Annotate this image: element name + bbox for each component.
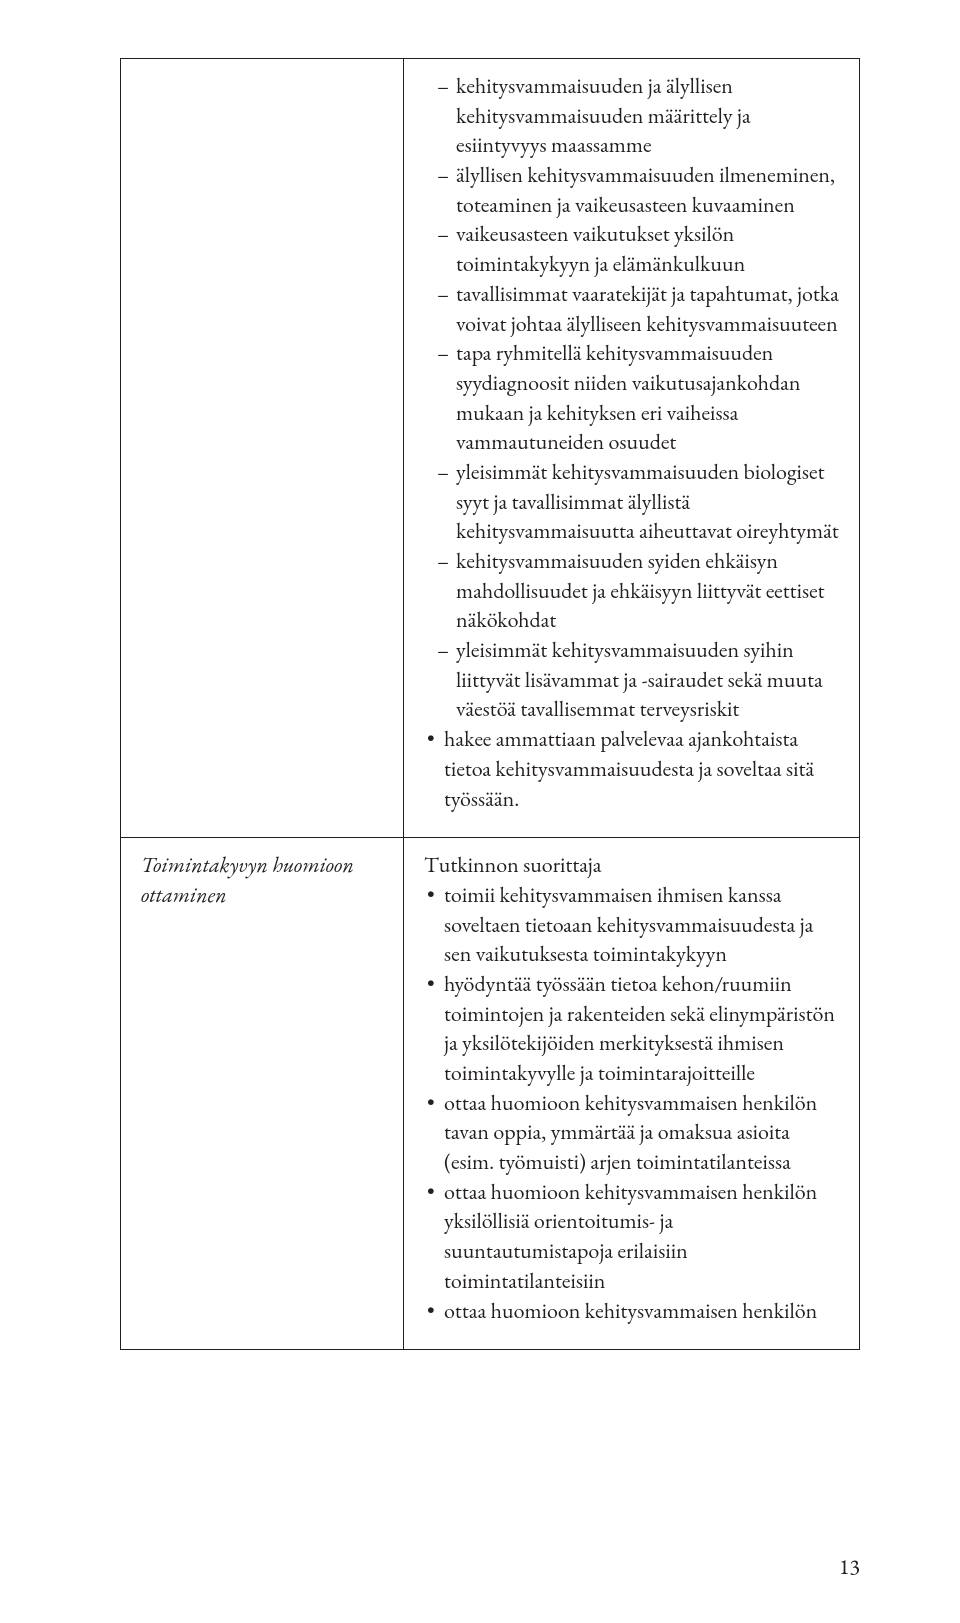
list-item: toimii kehitysvammaisen ihmisen kanssa s… bbox=[444, 880, 839, 969]
dash-list: kehitysvammaisuuden ja älyllisen kehitys… bbox=[424, 71, 839, 724]
list-item: kehitysvammaisuuden ja älyllisen kehitys… bbox=[456, 71, 839, 160]
list-item: tavallisimmat vaaratekijät ja tapahtumat… bbox=[456, 279, 839, 338]
list-item: vaikeusasteen vaikutukset yksilön toimin… bbox=[456, 219, 839, 278]
row-content-cell: Tutkinnon suorittaja toimii kehitysvamma… bbox=[404, 838, 860, 1350]
document-page: kehitysvammaisuuden ja älyllisen kehitys… bbox=[0, 0, 960, 1623]
list-item: yleisimmät kehitysvammaisuuden biologise… bbox=[456, 457, 839, 546]
intro-text: Tutkinnon suorittaja bbox=[424, 850, 839, 880]
list-item: kehitysvammaisuuden syiden ehkäisyn mahd… bbox=[456, 546, 839, 635]
list-item: hyödyntää työssään tietoa kehon/ruumiin … bbox=[444, 969, 839, 1088]
list-item: tapa ryhmitellä kehitysvammaisuuden syyd… bbox=[456, 338, 839, 457]
table-row: kehitysvammaisuuden ja älyllisen kehitys… bbox=[121, 59, 860, 838]
table-row: Toimintakyvyn huomioon ottaminen Tutkinn… bbox=[121, 838, 860, 1350]
row-heading-cell: Toimintakyvyn huomioon ottaminen bbox=[121, 838, 404, 1350]
list-item: ottaa huomioon kehitysvammaisen henkilön… bbox=[444, 1177, 839, 1296]
bullet-list: toimii kehitysvammaisen ihmisen kanssa s… bbox=[424, 880, 839, 1325]
list-item: älyllisen kehitysvammaisuuden ilmenemine… bbox=[456, 160, 839, 219]
row-heading: Toimintakyvyn huomioon ottaminen bbox=[141, 850, 383, 909]
content-table: kehitysvammaisuuden ja älyllisen kehitys… bbox=[120, 58, 860, 1350]
row-heading-cell bbox=[121, 59, 404, 838]
row-content-cell: kehitysvammaisuuden ja älyllisen kehitys… bbox=[404, 59, 860, 838]
list-item: yleisimmät kehitysvammaisuuden syihin li… bbox=[456, 635, 839, 724]
page-number: 13 bbox=[839, 1552, 860, 1581]
bullet-list: hakee ammattiaan palvelevaa ajankohtaist… bbox=[424, 724, 839, 813]
list-item: ottaa huomioon kehitysvammaisen henkilön bbox=[444, 1296, 839, 1326]
list-item: hakee ammattiaan palvelevaa ajankohtaist… bbox=[444, 724, 839, 813]
list-item: ottaa huomioon kehitysvammaisen henkilön… bbox=[444, 1088, 839, 1177]
